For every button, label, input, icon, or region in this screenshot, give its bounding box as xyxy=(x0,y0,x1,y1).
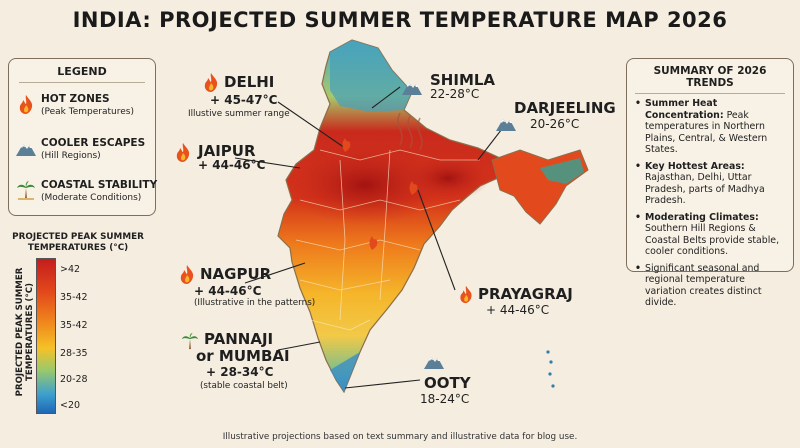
andaman-islands xyxy=(546,350,555,388)
flame-icon xyxy=(460,285,472,304)
summary-heading: SUMMARY OF 2026 TRENDS xyxy=(635,59,785,94)
city-jaipur: JAIPUR + 44-46°C xyxy=(198,142,266,172)
city-prayagraj-details: + 44-46°C xyxy=(486,303,550,317)
city-pannaji-note: (stable coastal belt) xyxy=(200,381,288,391)
scale-tick: 35-42 xyxy=(60,292,88,303)
mountain-icon xyxy=(496,119,516,131)
city-delhi-details: + 45-47°C xyxy=(210,93,278,107)
scale-tick: 20-28 xyxy=(60,374,88,385)
mountain-icon xyxy=(424,357,444,369)
city-darjeeling-details: 20-26°C xyxy=(530,117,580,131)
summary-item: Moderating Climates: Southern Hill Regio… xyxy=(635,212,785,258)
scale-tick: <20 xyxy=(60,400,81,411)
summary-item: Key Hottest Areas: Rajasthan, Delhi, Utt… xyxy=(635,161,785,207)
legend-heading: LEGEND xyxy=(19,59,145,83)
city-darjeeling: DARJEELING xyxy=(514,99,616,117)
flame-icon xyxy=(204,73,218,92)
scale-title: PROJECTED PEAK SUMMER TEMPERATURES (°C) xyxy=(12,232,144,253)
scale-vertical-label: PROJECTED PEAK SUMMER TEMPERATURES (°C) xyxy=(15,267,35,397)
city-delhi: DELHI xyxy=(224,73,275,91)
city-mumbai: or MUMBAI xyxy=(196,347,290,365)
city-prayagraj: PRAYAGRAJ xyxy=(478,285,573,303)
footer-note: Illustrative projections based on text s… xyxy=(222,432,578,442)
mountain-icon xyxy=(402,83,422,95)
summary-item: Significant seasonal and regional temper… xyxy=(635,263,785,309)
city-nagpur: NAGPUR xyxy=(200,265,272,283)
city-shimla: SHIMLA 22-28°C xyxy=(430,71,496,101)
palm-tree-icon xyxy=(17,181,35,200)
scale-tick: 35-42 xyxy=(60,320,88,331)
city-ooty-details: 18-24°C xyxy=(420,392,470,406)
summary-panel: SUMMARY OF 2026 TRENDS Summer Heat Conce… xyxy=(626,58,794,308)
scale-tick: >42 xyxy=(60,264,81,275)
summary-list: Summer Heat Concentration: Peak temperat… xyxy=(627,94,793,309)
legend-panel: LEGEND HOT ZONES (Peak Temperatures) COO… xyxy=(8,58,157,216)
temperature-scale-bar xyxy=(36,258,56,414)
scale-tick: 28-35 xyxy=(60,348,88,359)
flame-icon xyxy=(180,265,194,284)
city-nagpur-details: + 44-46°C (Illustrative in the patterns) xyxy=(194,284,316,309)
city-ooty: OOTY xyxy=(424,374,471,392)
mountain-icon xyxy=(16,144,36,156)
city-pannaji-details: + 28-34°C xyxy=(206,365,274,379)
summary-item: Summer Heat Concentration: Peak temperat… xyxy=(635,98,785,156)
palm-tree-icon xyxy=(181,332,199,350)
city-pannaji: PANNAJI xyxy=(204,330,274,348)
flame-icon xyxy=(176,143,190,162)
flame-icon xyxy=(19,95,33,114)
city-delhi-note: Illustive summer range xyxy=(188,109,290,119)
map-flame-icons xyxy=(342,138,418,250)
page-title: INDIA: PROJECTED SUMMER TEMPERATURE MAP … xyxy=(72,8,728,32)
